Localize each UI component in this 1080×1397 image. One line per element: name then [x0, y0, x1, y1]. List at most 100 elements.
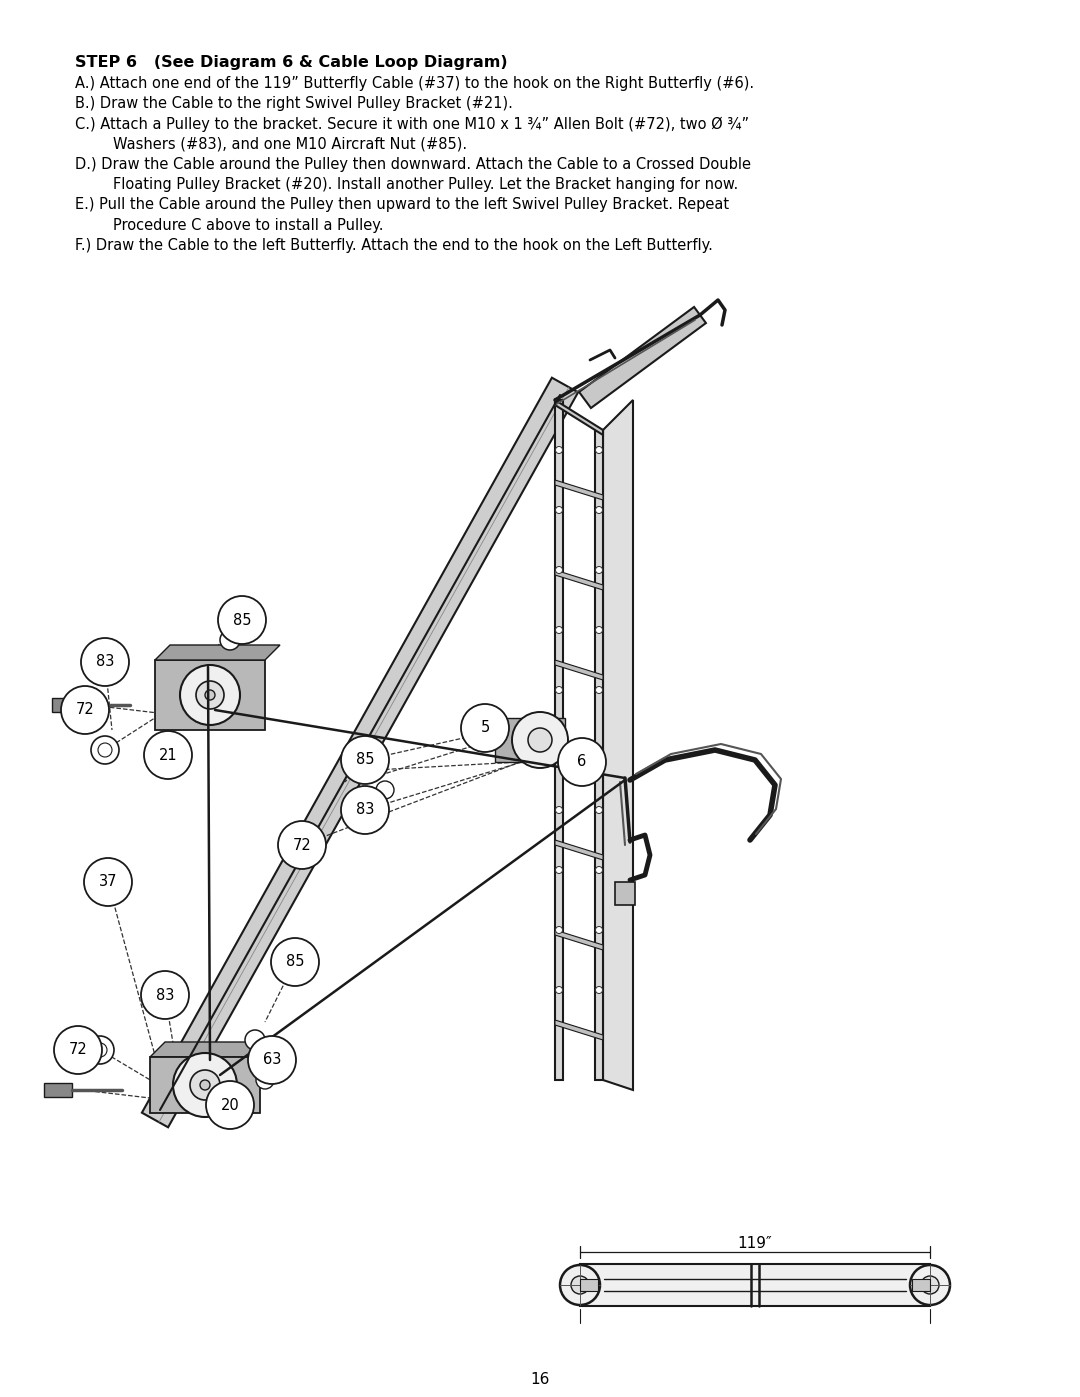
Polygon shape — [156, 659, 265, 731]
Circle shape — [256, 1071, 274, 1090]
Circle shape — [595, 447, 603, 454]
Polygon shape — [141, 377, 578, 1127]
Text: 72: 72 — [293, 837, 311, 852]
Text: 16: 16 — [530, 1372, 550, 1387]
Text: 5: 5 — [481, 721, 489, 735]
Circle shape — [558, 738, 606, 787]
Circle shape — [595, 507, 603, 514]
Circle shape — [595, 626, 603, 633]
Text: C.) Attach a Pulley to the bracket. Secure it with one M10 x 1 ¾” Allen Bolt (#7: C.) Attach a Pulley to the bracket. Secu… — [75, 116, 750, 131]
Text: 85: 85 — [286, 954, 305, 970]
Polygon shape — [555, 481, 603, 500]
Polygon shape — [52, 698, 80, 712]
Circle shape — [910, 1266, 950, 1305]
Circle shape — [60, 686, 109, 733]
Circle shape — [91, 736, 119, 764]
Polygon shape — [495, 718, 565, 761]
Circle shape — [595, 866, 603, 873]
Circle shape — [595, 806, 603, 813]
Circle shape — [555, 926, 563, 933]
Circle shape — [173, 1053, 237, 1118]
Polygon shape — [579, 307, 706, 408]
Circle shape — [54, 1025, 102, 1074]
Circle shape — [195, 680, 224, 710]
Circle shape — [200, 1080, 210, 1090]
Text: B.) Draw the Cable to the right Swivel Pulley Bracket (#21).: B.) Draw the Cable to the right Swivel P… — [75, 96, 513, 112]
Circle shape — [341, 736, 389, 784]
Circle shape — [376, 781, 394, 799]
Text: 83: 83 — [355, 802, 374, 817]
Text: A.) Attach one end of the 119” Butterfly Cable (#37) to the hook on the Right Bu: A.) Attach one end of the 119” Butterfly… — [75, 75, 754, 91]
Circle shape — [571, 1275, 589, 1294]
Circle shape — [271, 937, 319, 986]
Circle shape — [461, 704, 509, 752]
Circle shape — [555, 507, 563, 514]
Circle shape — [921, 1275, 939, 1294]
Circle shape — [84, 858, 132, 907]
Text: 119″: 119″ — [738, 1236, 772, 1250]
Polygon shape — [555, 1020, 603, 1039]
Circle shape — [595, 567, 603, 574]
Circle shape — [512, 712, 568, 768]
Circle shape — [190, 1070, 220, 1099]
Circle shape — [555, 626, 563, 633]
Circle shape — [278, 821, 326, 869]
Polygon shape — [912, 1280, 930, 1291]
Polygon shape — [580, 1264, 930, 1306]
Text: F.) Draw the Cable to the left Butterfly. Attach the end to the hook on the Left: F.) Draw the Cable to the left Butterfly… — [75, 237, 713, 253]
Text: STEP 6   (See Diagram 6 & Cable Loop Diagram): STEP 6 (See Diagram 6 & Cable Loop Diagr… — [75, 54, 508, 70]
Circle shape — [81, 638, 129, 686]
Polygon shape — [580, 1280, 598, 1291]
Text: 72: 72 — [76, 703, 94, 718]
Text: 21: 21 — [159, 747, 177, 763]
Circle shape — [218, 597, 266, 644]
Text: 37: 37 — [98, 875, 118, 890]
Polygon shape — [555, 570, 603, 590]
Polygon shape — [555, 840, 603, 861]
Polygon shape — [555, 930, 603, 950]
Text: 63: 63 — [262, 1052, 281, 1067]
Polygon shape — [615, 882, 635, 905]
Text: Procedure C above to install a Pulley.: Procedure C above to install a Pulley. — [113, 218, 383, 232]
Circle shape — [220, 630, 240, 650]
Polygon shape — [603, 400, 633, 1090]
Circle shape — [595, 686, 603, 693]
Polygon shape — [555, 400, 603, 434]
Polygon shape — [595, 430, 603, 1080]
Polygon shape — [44, 1083, 72, 1097]
Polygon shape — [555, 659, 603, 680]
Circle shape — [141, 971, 189, 1018]
Circle shape — [555, 567, 563, 574]
Text: 20: 20 — [220, 1098, 240, 1112]
Circle shape — [205, 690, 215, 700]
Circle shape — [561, 1266, 600, 1305]
Text: 83: 83 — [156, 988, 174, 1003]
Circle shape — [595, 926, 603, 933]
Text: 6: 6 — [578, 754, 586, 770]
Polygon shape — [555, 750, 603, 770]
Text: Washers (#83), and one M10 Aircraft Nut (#85).: Washers (#83), and one M10 Aircraft Nut … — [113, 137, 468, 152]
Circle shape — [248, 1037, 296, 1084]
Text: D.) Draw the Cable around the Pulley then downward. Attach the Cable to a Crosse: D.) Draw the Cable around the Pulley the… — [75, 156, 751, 172]
Circle shape — [206, 1081, 254, 1129]
Circle shape — [555, 986, 563, 993]
Circle shape — [180, 665, 240, 725]
Text: E.) Pull the Cable around the Pulley then upward to the left Swivel Pulley Brack: E.) Pull the Cable around the Pulley the… — [75, 197, 729, 212]
Text: 72: 72 — [69, 1042, 87, 1058]
Circle shape — [555, 686, 563, 693]
Text: 83: 83 — [96, 655, 114, 669]
Circle shape — [555, 746, 563, 753]
Polygon shape — [150, 1058, 260, 1113]
Circle shape — [86, 1037, 114, 1065]
Text: 85: 85 — [233, 612, 252, 627]
Circle shape — [595, 986, 603, 993]
Circle shape — [555, 447, 563, 454]
Circle shape — [144, 731, 192, 780]
Circle shape — [93, 1044, 107, 1058]
Polygon shape — [555, 400, 563, 1080]
Circle shape — [341, 787, 389, 834]
Polygon shape — [150, 1042, 275, 1058]
Circle shape — [350, 754, 370, 775]
Polygon shape — [156, 645, 280, 659]
Circle shape — [555, 806, 563, 813]
